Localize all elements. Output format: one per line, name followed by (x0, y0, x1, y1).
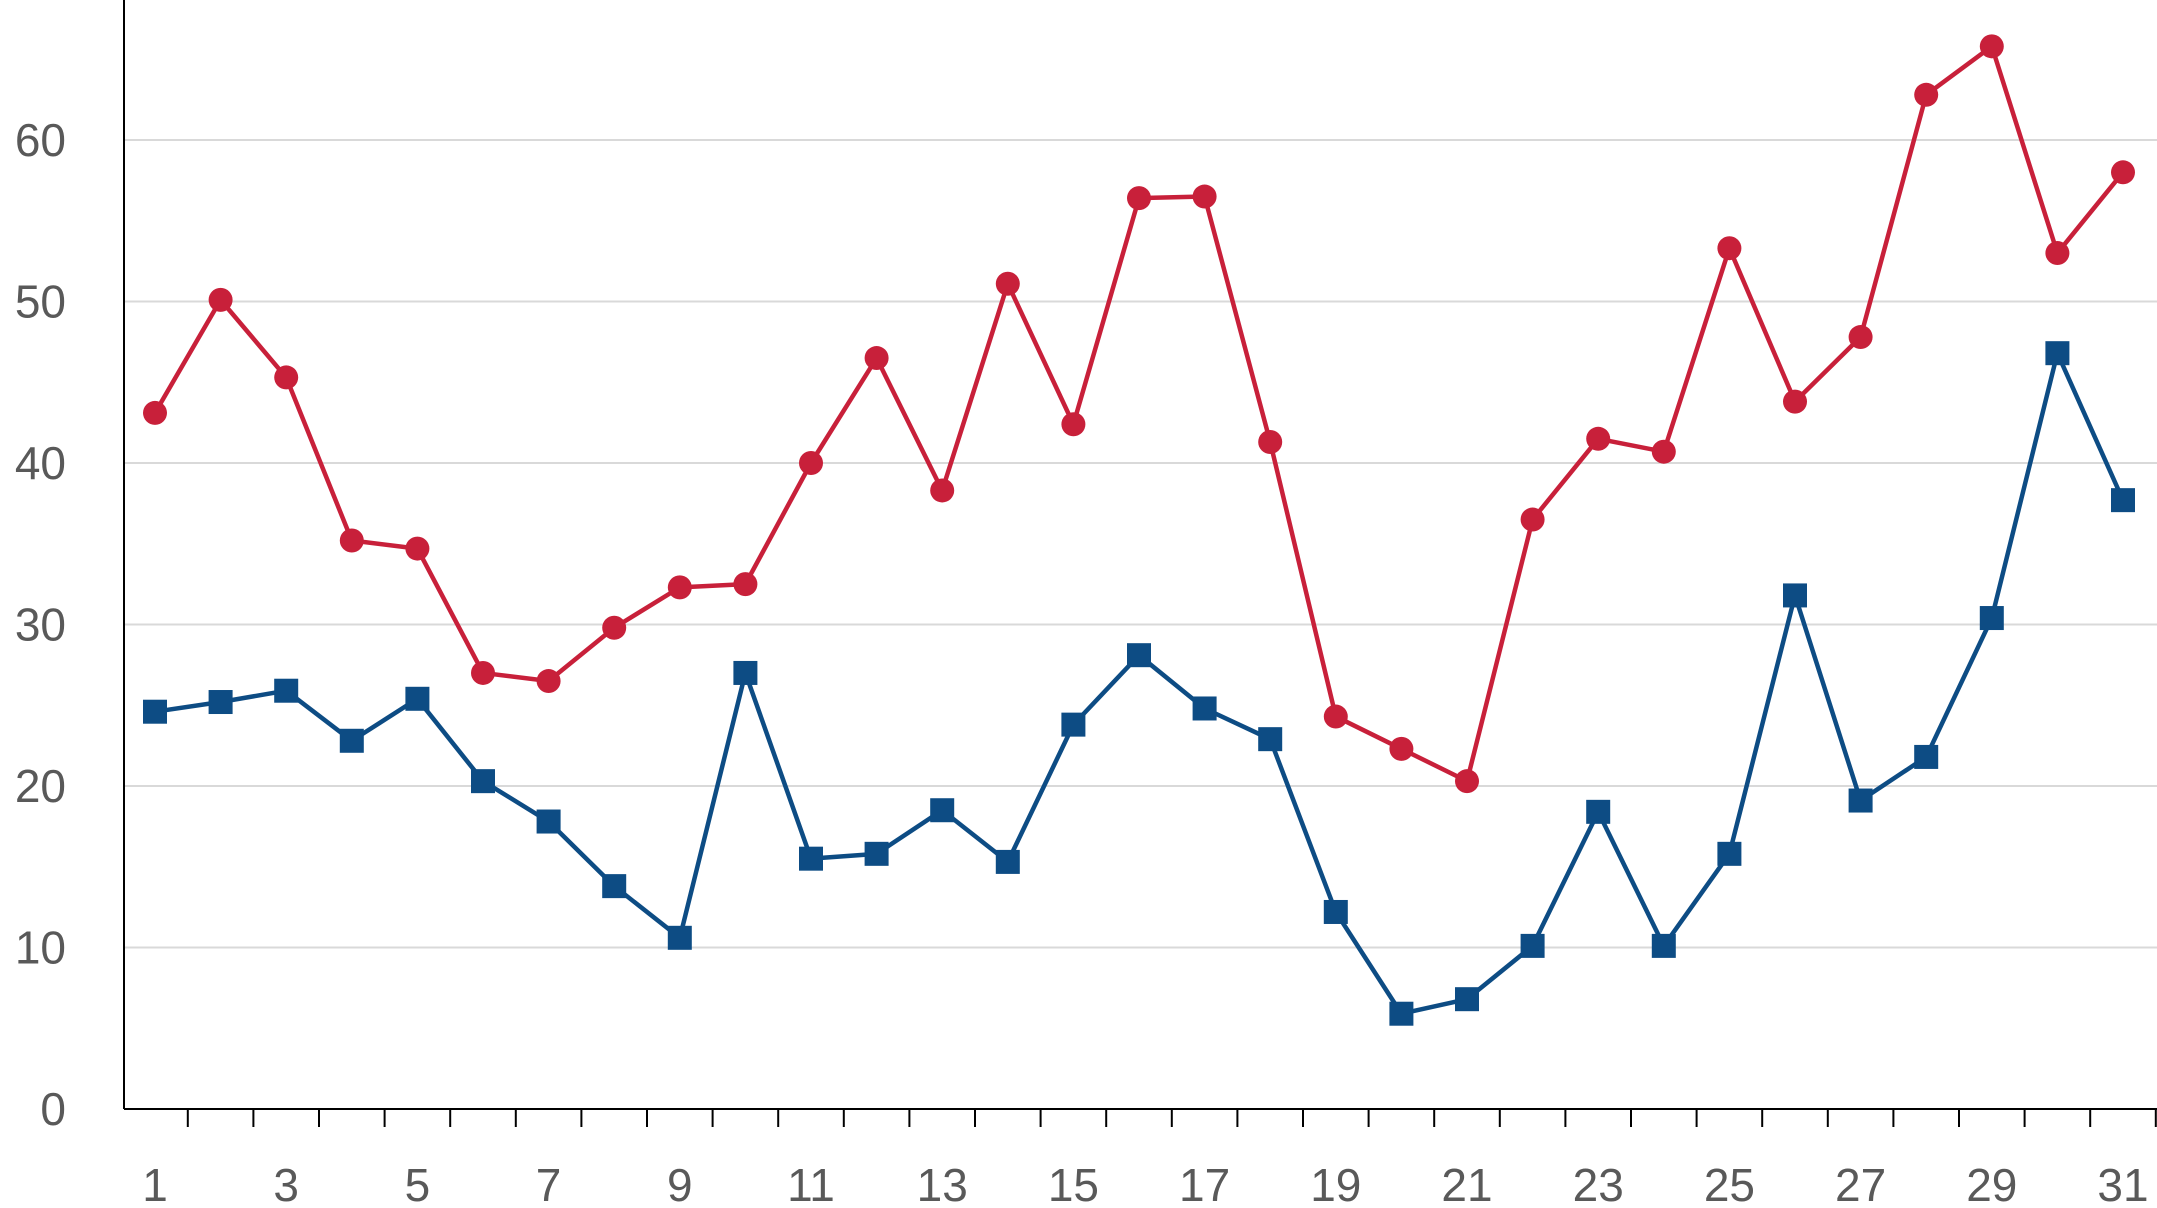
data-point (2045, 341, 2070, 366)
data-point (667, 925, 692, 950)
series-group (143, 34, 2135, 1026)
x-tick-label: 19 (1310, 1159, 1361, 1208)
data-point (995, 849, 1020, 874)
y-tick-label: 10 (15, 922, 66, 974)
data-point (1979, 34, 2004, 59)
data-point (1914, 82, 1939, 107)
gridlines (124, 139, 2157, 949)
data-point (930, 478, 955, 503)
x-tick-label: 15 (1048, 1159, 1099, 1208)
data-point (1651, 933, 1676, 958)
data-point (1586, 799, 1611, 824)
x-tick-label: 29 (1966, 1159, 2017, 1208)
data-point (536, 809, 561, 834)
data-point (1258, 430, 1283, 455)
data-point (1455, 769, 1479, 794)
series-1 (143, 34, 2135, 794)
data-point (1455, 987, 1479, 1012)
series-line (154, 350, 2126, 1016)
data-point (471, 660, 495, 685)
data-point (143, 400, 167, 425)
data-point (1651, 439, 1676, 464)
data-point (143, 699, 167, 724)
data-point (602, 615, 627, 640)
y-axis-tick-labels: 0 10 20 30 40 50 60 (15, 114, 66, 1135)
data-point (864, 841, 889, 866)
data-point (536, 669, 561, 694)
x-tick-label: 11 (787, 1159, 835, 1208)
data-point (799, 846, 823, 871)
axes (123, 0, 2157, 1110)
data-point (1520, 507, 1545, 532)
data-point (1323, 704, 1348, 729)
x-tick-label: 25 (1704, 1159, 1755, 1208)
data-point (1586, 426, 1611, 451)
data-point (1520, 933, 1545, 958)
data-point (405, 536, 430, 561)
data-point (1848, 325, 1873, 350)
data-point (799, 451, 823, 475)
series-2 (143, 341, 2135, 1026)
data-point (930, 798, 955, 823)
data-point (1127, 186, 1151, 211)
data-point (1389, 736, 1414, 761)
x-tick-label: 17 (1179, 1159, 1230, 1208)
data-point (1783, 583, 1807, 608)
data-point (1323, 899, 1348, 924)
data-point (1192, 184, 1217, 209)
data-point (1717, 236, 1742, 261)
x-axis-tick-labels: 1 3 5 7 9 11 13 15 17 19 21 23 25 27 29 31 (142, 1159, 2148, 1208)
y-tick-label: 30 (15, 599, 66, 651)
data-point (405, 686, 430, 711)
data-point (1061, 712, 1086, 737)
x-tick-label: 23 (1573, 1159, 1624, 1208)
x-tick-label: 31 (2097, 1159, 2148, 1208)
data-point (1389, 1001, 1414, 1026)
y-tick-label: 50 (15, 276, 66, 328)
data-point (2111, 160, 2135, 185)
data-point (733, 572, 758, 597)
data-point (864, 346, 889, 371)
data-point (1848, 788, 1873, 813)
data-point (1127, 643, 1151, 668)
data-point (339, 528, 364, 553)
x-tick-label: 5 (405, 1159, 431, 1208)
data-point (733, 660, 758, 685)
data-point (1061, 412, 1086, 437)
data-point (339, 728, 364, 753)
y-tick-label: 60 (15, 114, 66, 166)
data-point (1979, 606, 2004, 631)
series-line (153, 44, 2125, 784)
x-tick-label: 13 (917, 1159, 968, 1208)
data-point (1717, 841, 1742, 866)
x-tick-label: 9 (667, 1159, 693, 1208)
data-point (274, 365, 299, 390)
data-point (2111, 488, 2135, 513)
y-tick-label: 40 (15, 437, 66, 489)
data-point (602, 874, 627, 899)
data-point (1192, 696, 1217, 721)
y-tick-label: 0 (40, 1083, 66, 1135)
y-tick-label: 20 (15, 760, 66, 812)
data-point (208, 287, 233, 312)
data-point (471, 769, 495, 794)
data-point (1783, 389, 1807, 414)
x-tick-label: 1 (142, 1159, 168, 1208)
data-point (274, 678, 299, 703)
data-point (2045, 241, 2070, 266)
x-tick-label: 7 (536, 1159, 562, 1208)
data-point (995, 271, 1020, 296)
x-tick-label: 3 (273, 1159, 299, 1208)
x-tick-label: 21 (1441, 1159, 1492, 1208)
x-axis-ticks (186, 1109, 2157, 1127)
data-point (1258, 727, 1283, 752)
data-point (1914, 744, 1939, 769)
data-point (208, 690, 233, 715)
x-tick-label: 27 (1835, 1159, 1886, 1208)
data-point (667, 575, 692, 600)
